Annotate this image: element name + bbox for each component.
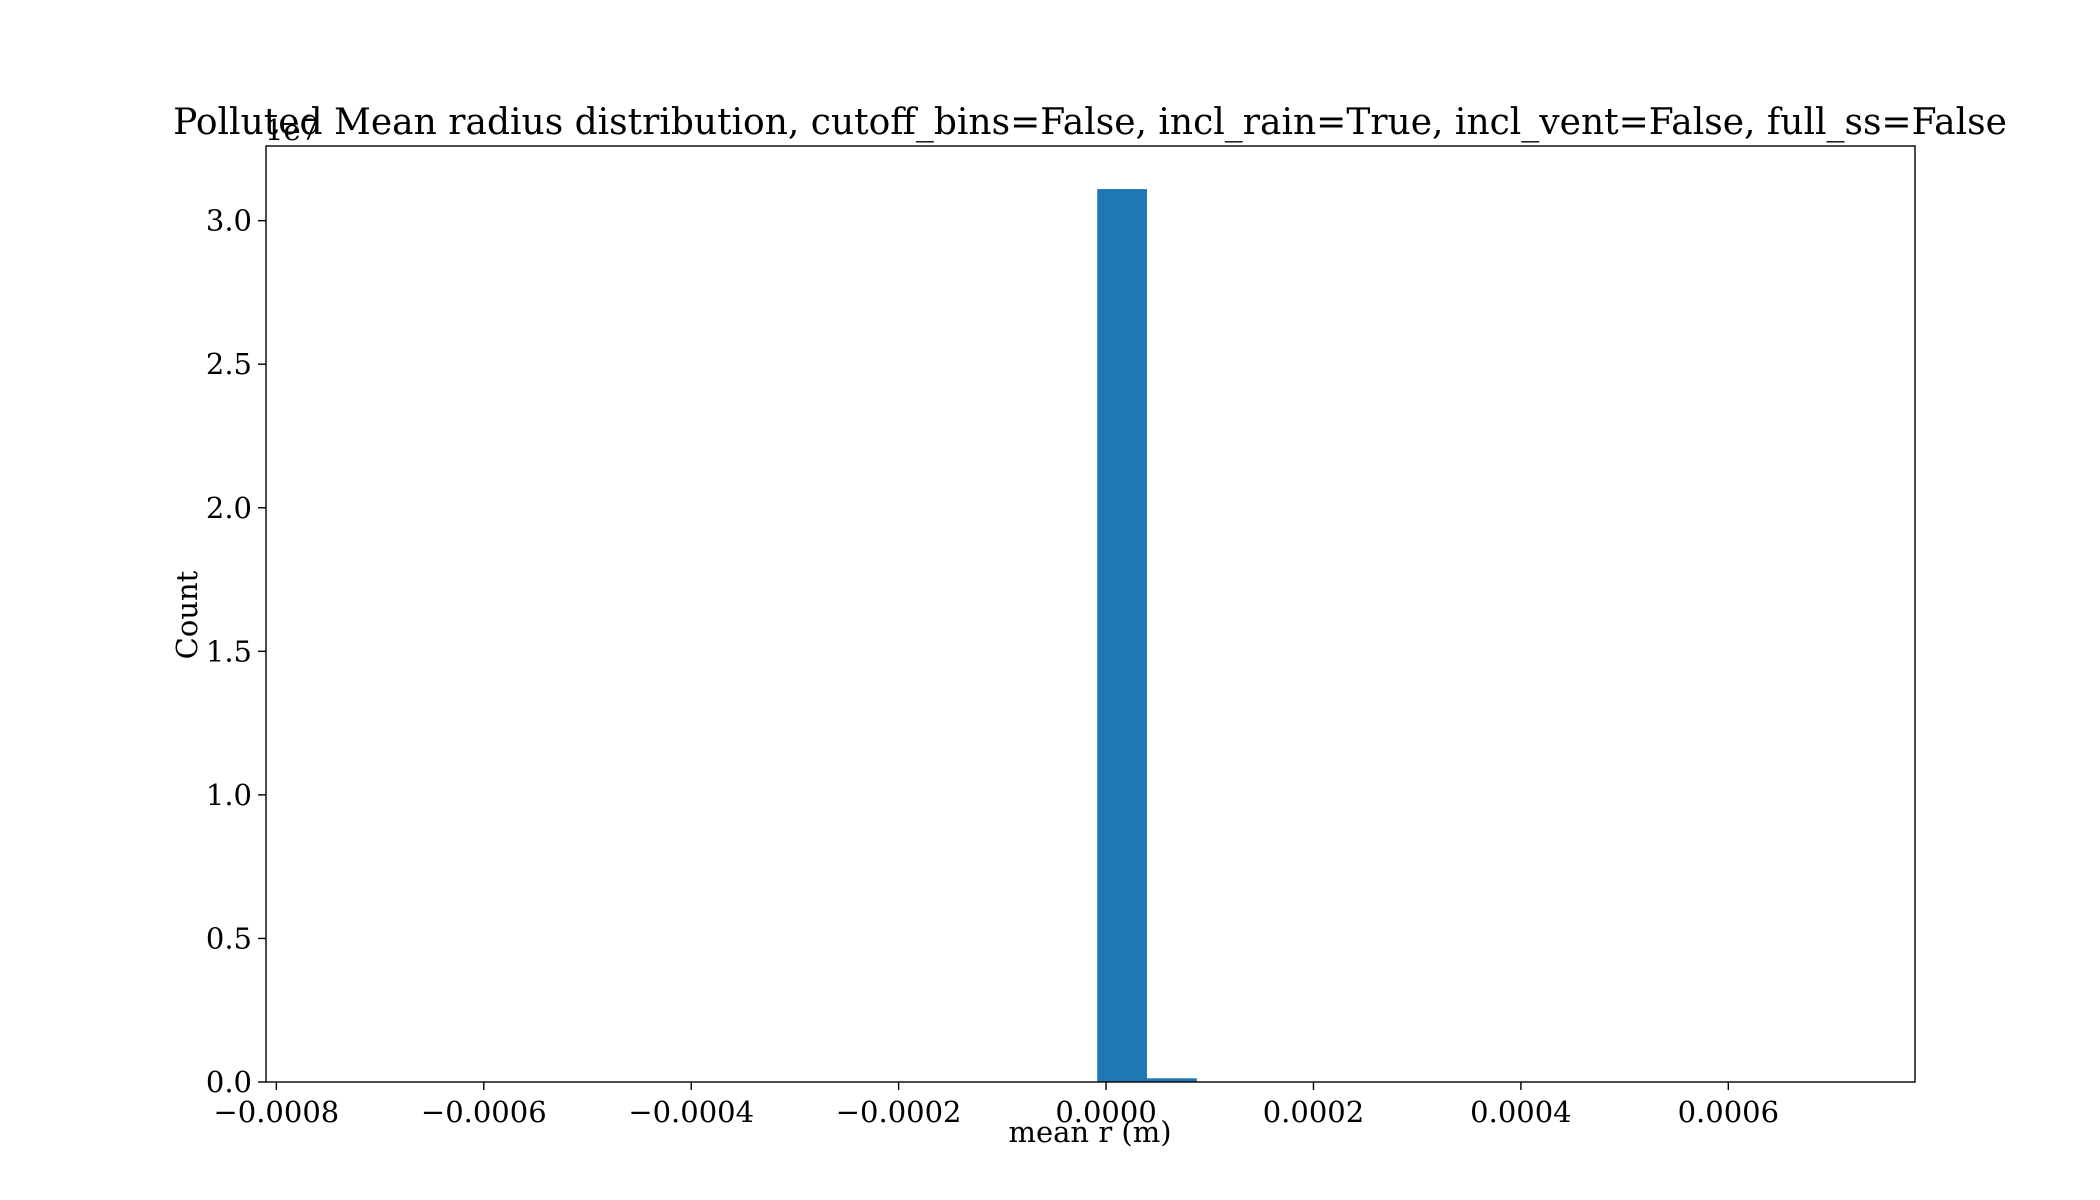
y-tick-label: 1.0: [206, 778, 252, 812]
y-axis-offset-label: 1e7: [265, 113, 319, 147]
x-tick-label: −0.0008: [213, 1095, 339, 1129]
x-axis: −0.0008 −0.0006 −0.0004 −0.0002 0.0000 0.0002…: [213, 1082, 1779, 1129]
x-tick-label: −0.0006: [421, 1095, 547, 1129]
x-tick-label: 0.0000: [1055, 1095, 1156, 1129]
plot-area-frame: [265, 145, 1916, 1083]
x-tick-label: 0.0006: [1678, 1095, 1779, 1129]
y-tick-label: 3.0: [206, 204, 252, 238]
y-axis: 0.0 0.5 1.0 1.5 2.0 2.5 3.0: [206, 204, 266, 1099]
x-tick-label: −0.0002: [836, 1095, 962, 1129]
histogram-bar: [1147, 1078, 1197, 1082]
bars-layer: [1097, 189, 1197, 1082]
y-tick-label: 0.5: [206, 921, 252, 955]
y-tick-label: 0.0: [206, 1065, 252, 1099]
y-axis-label: Count: [170, 570, 204, 659]
x-tick-label: −0.0004: [628, 1095, 754, 1129]
chart-title: Polluted Mean radius distribution, cutof…: [173, 102, 2007, 143]
histogram-bar: [1097, 189, 1148, 1082]
x-tick-label: 0.0002: [1263, 1095, 1364, 1129]
y-tick-label: 2.5: [206, 347, 252, 381]
y-tick-label: 1.5: [206, 634, 252, 668]
x-axis-label: mean r (m): [1008, 1115, 1171, 1149]
x-tick-label: 0.0004: [1470, 1095, 1571, 1129]
y-tick-label: 2.0: [206, 491, 252, 525]
